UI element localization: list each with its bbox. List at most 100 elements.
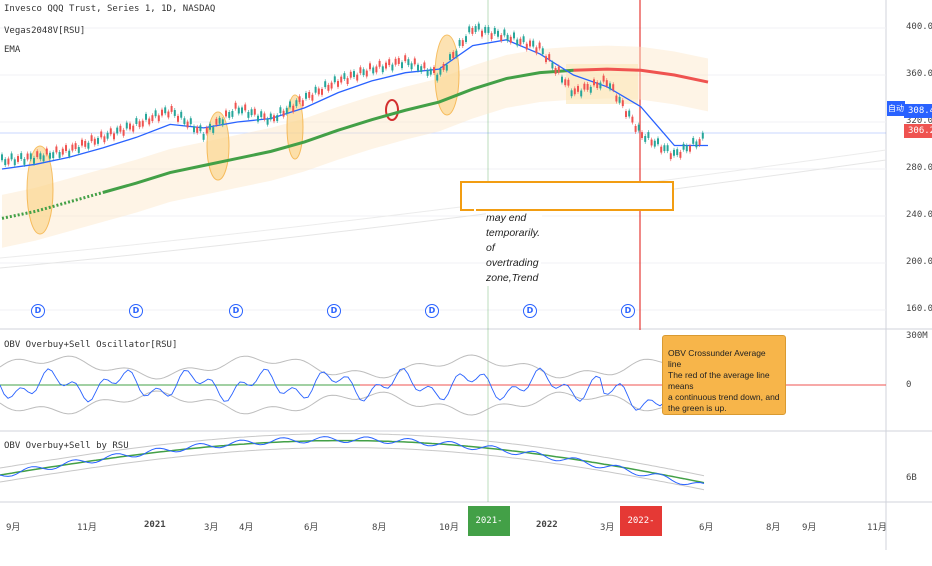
price-candle bbox=[545, 56, 547, 63]
chart-canvas bbox=[0, 0, 932, 550]
vegas-legend[interactable]: Vegas2048V[RSU] bbox=[4, 26, 86, 36]
price-candle bbox=[397, 58, 400, 64]
price-candle bbox=[426, 69, 429, 76]
price-tick-label: 240.00 bbox=[906, 210, 932, 220]
auto-scale-badge[interactable]: 自动 bbox=[887, 101, 905, 116]
price-candle bbox=[695, 141, 698, 148]
price-candle bbox=[305, 92, 307, 99]
price-candle bbox=[602, 75, 605, 82]
price-candle bbox=[97, 137, 99, 144]
dividend-marker[interactable]: D bbox=[523, 304, 537, 318]
price-candle bbox=[103, 136, 106, 143]
price-candle bbox=[132, 125, 135, 132]
price-candle bbox=[45, 148, 48, 155]
price-candle bbox=[394, 58, 397, 65]
osc-signal-line bbox=[0, 367, 705, 411]
price-candle bbox=[71, 144, 74, 151]
price-candle bbox=[429, 68, 432, 75]
price-candle bbox=[644, 136, 647, 142]
time-tick-label: 2021 bbox=[144, 520, 166, 530]
price-candle bbox=[583, 83, 586, 90]
price-candle bbox=[308, 91, 311, 98]
long-ma-faint-2 bbox=[0, 149, 887, 259]
oscillator-pane bbox=[0, 354, 886, 416]
price-candle bbox=[327, 84, 330, 91]
price-candle bbox=[205, 127, 208, 134]
osc-legend[interactable]: OBV Overbuy+Sell Oscillator[RSU] bbox=[4, 340, 178, 350]
price-candle bbox=[161, 109, 163, 116]
price-candle bbox=[241, 107, 243, 114]
price-candle bbox=[151, 115, 154, 122]
price-candle bbox=[317, 88, 320, 95]
price-candle bbox=[564, 79, 567, 86]
price-candle bbox=[487, 27, 490, 33]
price-tick-label: 320.00 bbox=[906, 116, 932, 126]
price-candle bbox=[84, 140, 87, 147]
price-candle bbox=[33, 157, 35, 164]
dividend-marker[interactable]: D bbox=[425, 304, 439, 318]
price-candle bbox=[106, 132, 109, 139]
main-legend[interactable]: Invesco QQQ Trust, Series 1, 1D, NASDAQ bbox=[4, 4, 216, 14]
price-candle bbox=[356, 74, 359, 81]
price-candle bbox=[490, 33, 493, 40]
price-candle bbox=[653, 140, 656, 147]
dividend-marker[interactable]: D bbox=[229, 304, 243, 318]
price-candle bbox=[509, 36, 512, 43]
price-candle bbox=[359, 67, 362, 74]
price-candle bbox=[417, 64, 419, 71]
vegas-line-red bbox=[573, 67, 709, 84]
price-candle bbox=[577, 85, 579, 92]
price-candle bbox=[449, 54, 451, 60]
price-candle bbox=[74, 143, 77, 150]
price-candle bbox=[513, 32, 515, 39]
price-candle bbox=[282, 110, 285, 117]
price-tick-label: 200.00 bbox=[906, 257, 932, 267]
price-candle bbox=[55, 146, 58, 153]
annotation-overtrading[interactable]: Rising and Falling out of overtrading zo… bbox=[460, 181, 674, 286]
price-candle bbox=[311, 94, 314, 101]
price-tick-label: 400.00 bbox=[906, 22, 932, 32]
price-candle bbox=[423, 62, 426, 69]
dividend-marker[interactable]: D bbox=[31, 304, 45, 318]
price-candle bbox=[183, 118, 186, 125]
price-candle bbox=[17, 156, 19, 162]
date-box-red: 2022-03-30 bbox=[620, 506, 662, 556]
annotation-obv-crossunder[interactable]: OBV Crossunder Average line The red of t… bbox=[662, 335, 786, 415]
price-candle bbox=[23, 158, 26, 165]
price-candle bbox=[433, 67, 435, 73]
price-candle bbox=[125, 122, 128, 129]
price-candle bbox=[362, 69, 365, 76]
price-candle bbox=[663, 145, 666, 152]
overtrading-band bbox=[2, 45, 708, 248]
price-candle bbox=[612, 84, 615, 91]
price-candle bbox=[135, 118, 138, 124]
price-candle bbox=[573, 88, 576, 95]
price-candle bbox=[455, 50, 458, 57]
time-tick-label: 10月 bbox=[439, 523, 459, 533]
price-candle bbox=[493, 27, 496, 34]
price-candle bbox=[554, 67, 557, 74]
ema-legend[interactable]: EMA bbox=[4, 45, 21, 55]
price-candle bbox=[673, 149, 675, 156]
dividend-marker[interactable]: D bbox=[129, 304, 143, 318]
price-candle bbox=[436, 74, 439, 81]
time-tick-label: 2022 bbox=[536, 520, 558, 530]
price-candle bbox=[657, 138, 659, 145]
price-candle bbox=[212, 127, 215, 133]
price-candle bbox=[285, 107, 288, 114]
time-tick-label: 6月 bbox=[304, 523, 319, 533]
price-candle bbox=[481, 30, 483, 37]
time-tick-label: 4月 bbox=[239, 523, 254, 533]
obv-upper-band bbox=[0, 433, 705, 477]
price-candle bbox=[180, 111, 183, 118]
obv-legend[interactable]: OBV Overbuy+Sell by RSU bbox=[4, 441, 129, 451]
dividend-marker[interactable]: D bbox=[621, 304, 635, 318]
time-tick-label: 9月 bbox=[6, 523, 21, 533]
vegas-line-green bbox=[102, 68, 574, 194]
price-candle bbox=[519, 38, 522, 45]
dividend-marker[interactable]: D bbox=[327, 304, 341, 318]
price-candle bbox=[167, 111, 170, 118]
price-tick-label: 160.00 bbox=[906, 304, 932, 314]
price-candle bbox=[609, 83, 611, 90]
obv-axis-6b: 6B bbox=[906, 473, 917, 483]
